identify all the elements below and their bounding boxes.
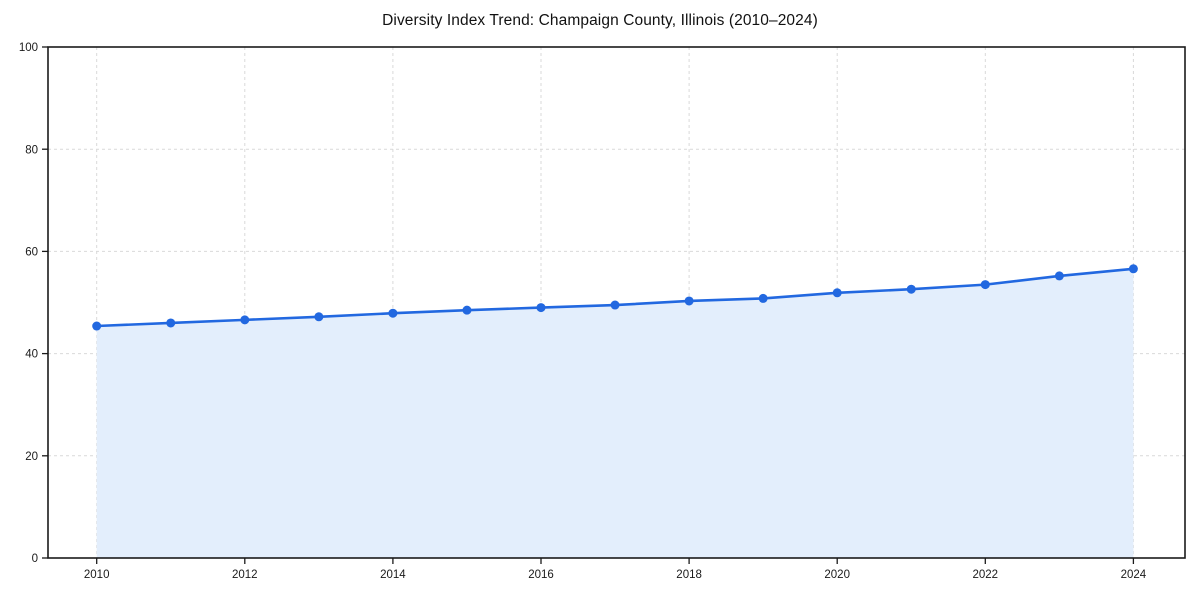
data-point: 2024: 56.6 <box>1128 264 1138 274</box>
area-fill <box>96 268 1134 558</box>
data-point: 2012: 46.6 <box>240 315 250 325</box>
data-point: 2017: 49.5 <box>610 300 620 310</box>
plot-border <box>47 46 1186 559</box>
x-tick-label: 2024 <box>1121 569 1147 581</box>
y-tick-label: 100 <box>19 42 38 54</box>
data-point: 2016: 49 <box>536 303 546 313</box>
data-point: 2013: 47.2 <box>314 312 324 322</box>
y-tick-label: 40 <box>25 349 38 361</box>
data-point: 2021: 52.6 <box>906 284 916 294</box>
y-tick-label: 0 <box>32 553 38 565</box>
data-point: 2020: 51.9 <box>832 288 842 298</box>
data-point: 2019: 50.8 <box>758 293 768 303</box>
y-tick-label: 80 <box>25 144 38 156</box>
data-point: 2010: 45.4 <box>92 321 102 331</box>
x-tick-label: 2012 <box>232 569 258 581</box>
data-point: 2014: 47.9 <box>388 308 398 318</box>
data-point: 2022: 53.5 <box>980 280 990 290</box>
x-tick-label: 2020 <box>824 569 850 581</box>
x-tick-label: 2022 <box>973 569 999 581</box>
chart-title: Diversity Index Trend: Champaign County,… <box>382 12 818 29</box>
data-point: 2015: 48.5 <box>462 305 472 315</box>
x-tick-label: 2018 <box>676 569 702 581</box>
x-tick-label: 2014 <box>380 569 406 581</box>
data-point: 2011: 46 <box>166 318 176 328</box>
data-point: 2023: 55.2 <box>1054 271 1064 281</box>
y-tick-label: 60 <box>25 247 38 259</box>
y-tick-label: 20 <box>25 451 38 463</box>
x-tick-label: 2010 <box>84 569 110 581</box>
x-tick-label: 2016 <box>528 569 554 581</box>
data-point: 2018: 50.3 <box>684 296 694 306</box>
